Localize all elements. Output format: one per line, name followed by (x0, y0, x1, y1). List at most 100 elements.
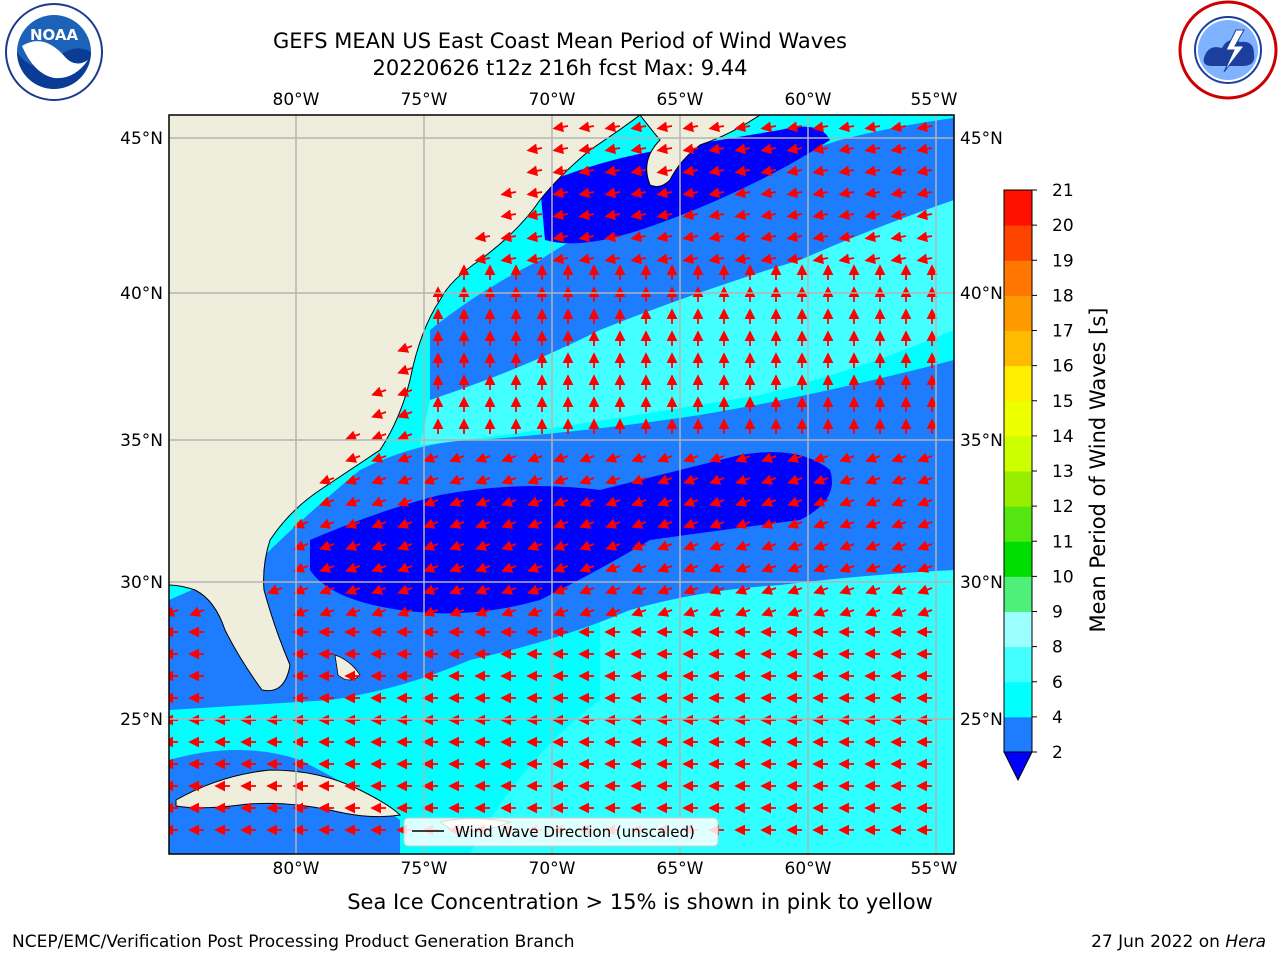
wave-direction-arrow (578, 165, 595, 177)
wave-direction-arrow (526, 209, 543, 221)
wave-direction-arrow (371, 540, 387, 551)
wave-direction-arrow (839, 496, 855, 507)
wave-direction-arrow (657, 584, 673, 595)
wave-direction-arrow (916, 121, 933, 133)
wave-direction-arrow (526, 253, 543, 265)
wave-direction-arrow (449, 584, 465, 595)
wave-direction-arrow (760, 209, 777, 221)
wave-direction-arrow (656, 121, 673, 133)
wave-direction-arrow (293, 540, 309, 551)
wave-direction-arrow (890, 143, 907, 155)
wave-direction-arrow (760, 231, 777, 243)
wave-direction-arrow (319, 496, 335, 507)
wave-direction-arrow (813, 540, 829, 551)
wave-direction-arrow (734, 231, 751, 243)
wave-direction-arrow (786, 121, 803, 133)
colorbar-bin (1004, 400, 1032, 437)
wave-direction-arrow (682, 253, 699, 265)
wave-direction-arrow (891, 584, 907, 595)
wave-direction-arrow (527, 606, 543, 617)
wave-direction-arrow (839, 584, 855, 595)
wave-direction-arrow (500, 209, 517, 221)
wave-direction-arrow (682, 121, 699, 133)
wave-direction-arrow (865, 606, 881, 617)
legend-box (403, 817, 719, 847)
wave-direction-arrow (371, 452, 387, 463)
wave-direction-arrow (709, 584, 725, 595)
wave-direction-arrow (552, 231, 569, 243)
wave-direction-arrow (812, 231, 829, 243)
sea-ice-caption: Sea Ice Concentration > 15% is shown in … (347, 890, 933, 914)
wave-direction-arrow (813, 584, 829, 595)
wave-direction-arrow (319, 584, 335, 595)
wave-direction-arrow (890, 253, 907, 265)
wave-direction-arrow (552, 143, 569, 155)
wave-direction-arrow (709, 606, 725, 617)
wave-direction-arrow (345, 452, 361, 463)
noaa-wordmark: NOAA (30, 26, 79, 44)
wave-direction-arrow (735, 606, 751, 617)
wave-direction-arrow (683, 584, 699, 595)
lon-tick-top-75: 75°W (401, 90, 448, 110)
wave-direction-arrow (683, 562, 699, 573)
wave-direction-arrow (630, 209, 647, 221)
wave-direction-arrow (475, 474, 491, 485)
wave-direction-arrow (397, 474, 413, 485)
wave-direction-arrow (786, 231, 803, 243)
wave-direction-arrow (917, 518, 933, 529)
wave-direction-arrow (605, 452, 621, 463)
wave-direction-arrow (761, 496, 777, 507)
wave-direction-arrow (760, 143, 777, 155)
wave-direction-arrow (916, 253, 933, 265)
wave-direction-arrow (735, 518, 751, 529)
wave-direction-arrow (578, 231, 595, 243)
wave-direction-arrow (371, 518, 387, 529)
wave-direction-arrow (579, 606, 595, 617)
wave-direction-arrow (475, 452, 491, 463)
wave-direction-arrow (865, 584, 881, 595)
wave-direction-arrow (916, 143, 933, 155)
wave-direction-arrow (812, 253, 829, 265)
wave-direction-arrow (526, 187, 543, 199)
wave-direction-arrow (891, 496, 907, 507)
wave-direction-arrow (552, 187, 569, 199)
wave-direction-arrow (345, 474, 361, 485)
lon-tick-bottom-75: 75°W (401, 859, 448, 879)
wave-direction-arrow (839, 540, 855, 551)
wave-direction-arrow (760, 187, 777, 199)
wave-direction-arrow (189, 606, 205, 617)
wave-direction-arrow (734, 209, 751, 221)
wave-direction-arrow (397, 518, 413, 529)
wave-direction-arrow (423, 452, 439, 463)
wave-direction-arrow (916, 187, 933, 199)
wave-direction-arrow (630, 253, 647, 265)
wave-direction-arrow (631, 474, 647, 485)
wave-direction-arrow (579, 562, 595, 573)
colorbar-tick-label: 13 (1052, 462, 1074, 482)
wave-direction-arrow (371, 408, 387, 419)
colorbar-bin (1004, 260, 1032, 296)
wave-direction-arrow (657, 474, 673, 485)
wave-direction-arrow (604, 187, 621, 199)
wave-direction-arrow (682, 165, 699, 177)
colorbar-bin (1004, 190, 1032, 226)
colorbar-tick-label: 16 (1052, 357, 1074, 377)
wave-direction-arrow (319, 562, 335, 573)
nws-logo (1178, 0, 1278, 100)
wave-direction-arrow (527, 452, 543, 463)
wave-direction-arrow (371, 430, 387, 441)
wave-direction-arrow (839, 518, 855, 529)
wave-direction-arrow (865, 562, 881, 573)
wave-direction-arrow (449, 474, 465, 485)
wave-direction-arrow (604, 209, 621, 221)
wave-direction-arrow (838, 231, 855, 243)
wave-direction-arrow (630, 231, 647, 243)
lon-tick-bottom-70: 70°W (529, 859, 576, 879)
wave-direction-arrow (423, 496, 439, 507)
wave-direction-arrow (708, 187, 725, 199)
wave-direction-arrow (449, 518, 465, 529)
wave-direction-arrow (552, 165, 569, 177)
footer-date-text: 27 Jun 2022 on (1091, 932, 1226, 952)
wind-wave-vectors (169, 121, 938, 836)
